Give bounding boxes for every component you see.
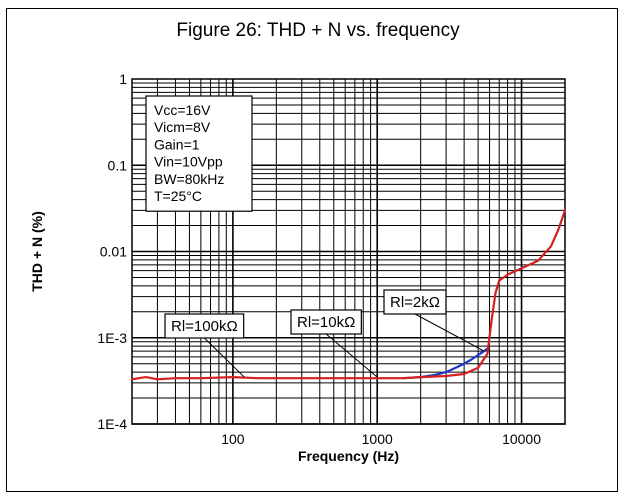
y-axis-title: THD + N (%) xyxy=(29,211,45,292)
major-grid xyxy=(132,79,565,425)
y-tick-label: 0.1 xyxy=(108,157,128,173)
y-tick-label: 1E-4 xyxy=(97,416,127,432)
condition-line: Vicm=8V xyxy=(154,119,211,135)
callout-box xyxy=(164,313,245,339)
condition-line: Gain=1 xyxy=(154,136,200,152)
y-tick-label: 0.01 xyxy=(100,244,127,260)
y-tick-labels: 1 0.1 0.01 1E-3 1E-4 xyxy=(97,71,127,432)
load-callouts: Rl=100kΩ Rl=10kΩ Rl=2kΩ xyxy=(164,289,485,378)
callout-box xyxy=(383,289,447,315)
callout-label: Rl=10kΩ xyxy=(297,314,355,331)
callout-label: Rl=2kΩ xyxy=(390,294,440,311)
plot-area-border xyxy=(131,78,566,425)
callout-label: Rl=100kΩ xyxy=(171,318,238,335)
callout-leader xyxy=(325,333,378,378)
figure-title: Figure 26: THD + N vs. frequency xyxy=(176,20,460,41)
condition-line: BW=80kHz xyxy=(154,171,224,187)
series-line xyxy=(130,209,567,381)
y-tick-label: 1E-3 xyxy=(97,330,127,346)
y-tick-label: 1 xyxy=(119,71,127,87)
callout-leader xyxy=(414,313,485,352)
x-tick-label: 100 xyxy=(221,431,245,447)
condition-line: Vin=10Vpp xyxy=(154,154,223,170)
x-axis-title: Frequency (Hz) xyxy=(298,448,399,464)
figure-frame xyxy=(6,8,618,492)
condition-line: Vcc=16V xyxy=(154,102,211,118)
x-tick-label: 1000 xyxy=(362,431,393,447)
x-tick-labels: 100 1000 10000 xyxy=(221,431,541,447)
conditions-box-frame xyxy=(145,95,253,212)
x-tick-label: 10000 xyxy=(502,431,541,447)
callout-box xyxy=(290,309,362,335)
series-layer xyxy=(130,209,567,381)
condition-line: T=25°C xyxy=(154,188,202,204)
callout-leader xyxy=(203,337,245,378)
